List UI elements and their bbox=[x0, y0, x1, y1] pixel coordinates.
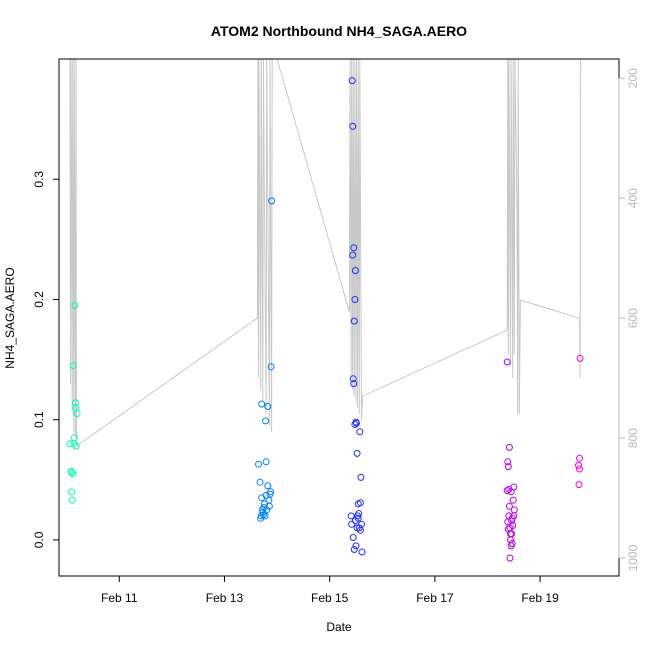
data-point bbox=[348, 77, 356, 85]
x-tick-label: Feb 19 bbox=[521, 591, 559, 605]
data-point bbox=[256, 478, 264, 486]
x-tick-label: Feb 17 bbox=[416, 591, 454, 605]
data-point bbox=[73, 410, 81, 418]
data-point bbox=[258, 400, 266, 408]
data-point bbox=[350, 317, 358, 325]
y-tick-label: 0.3 bbox=[32, 171, 46, 188]
data-point bbox=[576, 465, 583, 473]
y2-tick-label: 400 bbox=[626, 188, 640, 208]
data-point bbox=[349, 375, 357, 383]
data-point bbox=[349, 251, 357, 259]
data-point bbox=[357, 473, 365, 481]
data-point bbox=[71, 399, 79, 407]
data-point bbox=[504, 463, 512, 471]
data-point bbox=[350, 546, 358, 553]
data-point bbox=[349, 534, 357, 541]
data-point bbox=[358, 548, 366, 556]
chart-title: ATOM2 Northbound NH4_SAGA.AERO bbox=[211, 23, 467, 39]
data-point bbox=[351, 267, 359, 275]
data-point bbox=[575, 461, 582, 469]
data-point bbox=[510, 506, 518, 514]
data-point bbox=[354, 514, 362, 522]
data-point bbox=[510, 483, 518, 491]
data-point bbox=[508, 540, 516, 547]
data-point bbox=[268, 197, 276, 205]
secondary-series-layer bbox=[69, 58, 582, 447]
data-point bbox=[352, 542, 360, 550]
data-point bbox=[262, 458, 270, 466]
data-point bbox=[350, 380, 358, 388]
data-point bbox=[348, 520, 356, 528]
data-point bbox=[351, 296, 359, 303]
data-point bbox=[508, 530, 516, 538]
data-point bbox=[503, 358, 511, 366]
y-axis-label: NH4_SAGA.AERO bbox=[3, 267, 17, 368]
data-point bbox=[509, 522, 517, 529]
data-point bbox=[358, 520, 365, 528]
secondary-series-line bbox=[69, 58, 582, 447]
x-tick-label: Feb 11 bbox=[101, 591, 138, 605]
data-point bbox=[576, 454, 583, 462]
data-point bbox=[68, 469, 76, 477]
data-point bbox=[509, 496, 517, 504]
data-point bbox=[259, 511, 267, 519]
data-point bbox=[505, 443, 513, 451]
data-point bbox=[576, 354, 584, 362]
data-point bbox=[264, 403, 272, 410]
data-point bbox=[68, 488, 76, 496]
secondary-y-axis: 200 400 600 800 1000 bbox=[618, 68, 640, 571]
y2-tick-label: 200 bbox=[626, 68, 640, 88]
data-point bbox=[353, 419, 360, 427]
data-point bbox=[505, 502, 513, 510]
data-point bbox=[69, 470, 77, 478]
data-point bbox=[355, 510, 363, 517]
y2-tick-label: 600 bbox=[626, 308, 640, 328]
data-point bbox=[265, 502, 273, 510]
x-tick-label: Feb 15 bbox=[311, 591, 349, 605]
points-layer bbox=[66, 77, 584, 562]
data-point bbox=[267, 363, 275, 371]
data-point bbox=[68, 496, 76, 504]
data-point bbox=[503, 487, 511, 495]
x-axis-label: Date bbox=[326, 620, 352, 634]
data-point bbox=[71, 302, 79, 309]
data-point bbox=[66, 440, 74, 448]
data-point bbox=[504, 458, 512, 466]
data-point bbox=[356, 428, 364, 436]
data-point bbox=[255, 460, 262, 468]
x-axis: Feb 11 Feb 13 Feb 15 Feb 17 Feb 19 bbox=[101, 575, 559, 605]
y-axis: 0.0 0.1 0.2 0.3 bbox=[32, 171, 60, 548]
data-point bbox=[349, 122, 357, 130]
y-tick-label: 0.2 bbox=[32, 291, 46, 308]
data-point bbox=[267, 488, 274, 496]
data-point bbox=[350, 244, 358, 252]
data-point bbox=[72, 442, 80, 450]
data-point bbox=[507, 536, 514, 544]
data-point bbox=[575, 481, 583, 489]
plot-frame bbox=[58, 58, 620, 577]
data-point bbox=[265, 496, 273, 504]
y-tick-label: 0.1 bbox=[32, 411, 46, 428]
data-point bbox=[506, 554, 514, 562]
data-point bbox=[353, 449, 361, 457]
y-tick-label: 0.0 bbox=[32, 531, 46, 548]
data-point bbox=[70, 434, 78, 442]
data-point bbox=[69, 362, 77, 370]
data-point bbox=[262, 417, 270, 425]
y2-tick-label: 1000 bbox=[626, 544, 640, 571]
y2-tick-label: 800 bbox=[626, 428, 640, 448]
data-point bbox=[264, 482, 272, 490]
data-point bbox=[356, 499, 364, 507]
x-tick-label: Feb 13 bbox=[206, 591, 244, 605]
